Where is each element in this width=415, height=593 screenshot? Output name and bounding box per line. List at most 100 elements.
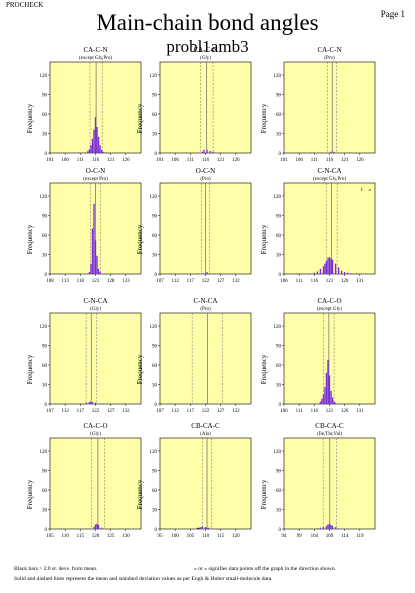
chart-3-title: CA-C-N [317,46,341,54]
chart-3-plot-area [283,61,376,154]
chart-12-xtick-label-5: 114 [341,534,349,539]
chart-12-ytick-label-2: 30 [276,508,282,513]
chart-9-xtick-label-6: 131 [356,409,364,414]
chart-9-title: CA-C-O [317,297,341,305]
footer-offscale-note: « or » signifies data points off the gra… [194,566,337,572]
chart-9-bar-7 [328,375,331,404]
chart-7-title: C-N-CA [83,297,107,305]
chart-4-ylabel: Frequency [26,224,34,254]
chart-5-xtick-label-2: 112 [172,279,180,284]
chart-6-offscale-marker-1: » [369,188,372,193]
chart-12-ylabel: Frequency [260,479,268,509]
chart-1-bar-13 [102,151,104,153]
chart-6-bar-17 [347,272,349,274]
chart-4-xtick-label-6: 133 [122,279,130,284]
chart-8-xtick-label-3: 117 [187,409,195,414]
footer-black-bars-note: Black bars > 2.0 st. devs. from mean. [14,566,98,572]
chart-11-xtick-label-5: 115 [217,534,225,539]
chart-10-ytick-label-3: 60 [42,489,48,494]
chart-8-ytick-label-3: 60 [152,364,158,369]
chart-2-ytick-label-2: 30 [152,132,158,137]
chart-2-ylabel: Frequency [136,103,144,133]
chart-6-xtick-label-2: 111 [296,279,304,284]
chart-7-subtitle: (Gly) [90,307,101,312]
chart-6-bar-8 [325,261,328,274]
chart-12-ytick-label-4: 90 [276,469,282,474]
chart-2-title: CA-C-N [193,46,217,54]
chart-6-ytick-label-1: 0 [279,273,282,278]
chart-6-ytick-label-3: 60 [276,234,282,239]
chart-3-xtick-label-5: 121 [341,158,349,163]
chart-2-xtick-label-6: 126 [232,158,240,163]
chart-10-ytick-label-2: 30 [42,508,48,513]
chart-3-xtick-label-1: 101 [280,158,288,163]
chart-5-ytick-label-3: 60 [152,234,158,239]
chart-1-title: CA-C-N [83,46,107,54]
chart-8-xtick-label-2: 112 [172,409,180,414]
chart-10-subtitle: (Gly) [90,432,101,437]
chart-12-bar-1 [316,528,319,529]
chart-11-bar-1 [198,527,201,529]
chart-8-xtick-label-1: 107 [156,409,164,414]
chart-3-ytick-label-3: 60 [276,113,282,118]
chart-12-bar-8 [331,525,334,529]
chart-12-bar-4 [325,525,328,529]
chart-12-bar-5 [327,524,329,529]
chart-6-bar-15 [340,270,343,274]
chart-1-subtitle: (except Gly,Pro) [79,56,112,61]
chart-1-bar-8 [94,117,97,153]
chart-5-subtitle: (Pro) [200,177,211,182]
chart-8-xtick-label-6: 132 [232,409,240,414]
chart-10-xtick-label-1: 105 [46,534,54,539]
chart-6-bar-2 [307,273,309,274]
chart-4-bar-1 [88,272,91,274]
chart-5-xtick-label-5: 127 [217,279,225,284]
chart-2-ytick-label-3: 60 [152,113,158,118]
chart-9-bar-6 [327,359,329,404]
chart-4-ytick-label-3: 60 [42,234,48,239]
chart-11-ytick-label-2: 30 [152,508,158,513]
chart-11-xtick-label-4: 110 [202,534,210,539]
chart-7-ytick-label-1: 0 [45,403,48,408]
chart-12-xtick-label-1: 94 [282,534,288,539]
chart-9-bar-2 [321,398,323,404]
chart-9-xtick-label-5: 126 [341,409,349,414]
chart-9-xtick-label-3: 116 [311,409,319,414]
chart-9-ylabel: Frequency [260,354,268,384]
chart-7-xtick-label-6: 132 [122,409,130,414]
chart-12-bar-2 [319,527,322,529]
chart-7-bar-4 [91,402,94,404]
chart-7-ytick-label-3: 60 [42,364,48,369]
chart-7-xtick-label-1: 107 [46,409,54,414]
chart-9-bar-1 [319,401,322,404]
chart-1-bar-6 [91,138,94,153]
chart-6-bar-7 [324,263,326,274]
chart-6-title: C-N-CA [317,167,341,175]
chart-11-xtick-label-6: 120 [232,534,240,539]
chart-5-title: O-C-N [196,167,215,175]
chart-11-ytick-label-3: 60 [152,489,158,494]
chart-9-ytick-label-4: 90 [276,344,282,349]
chart-7-xtick-label-4: 122 [92,409,100,414]
chart-6-xtick-label-6: 131 [356,279,364,284]
chart-10-bar-3 [96,523,98,529]
chart-12-xtick-label-6: 119 [356,534,364,539]
chart-8-ytick-label-4: 90 [152,344,158,349]
chart-11-subtitle: (Ala) [200,432,211,437]
chart-2-plot-area [159,61,252,154]
chart-1-bar-11 [99,145,101,153]
chart-5-ytick-label-4: 90 [152,214,158,219]
chart-4-bar-5 [94,240,97,274]
chart-6-bar-9 [327,257,329,274]
chart-1-xtick-label-2: 106 [61,158,69,163]
chart-4-xtick-label-1: 108 [46,279,54,284]
chart-6-bar-18 [350,273,352,274]
chart-1-xtick-label-3: 111 [77,158,85,163]
chart-6-xtick-label-5: 126 [341,279,349,284]
chart-11-xtick-label-3: 105 [187,534,195,539]
chart-9-ytick-label-1: 0 [279,403,282,408]
chart-9-subtitle: (except Gly) [317,307,342,312]
chart-11-plot-area [159,437,252,530]
chart-10-bar-2 [94,524,97,529]
